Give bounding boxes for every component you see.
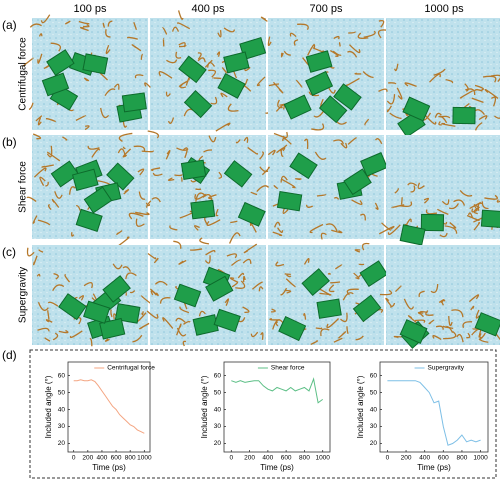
y-tick-label: 40 [58, 406, 66, 413]
fiber [355, 73, 361, 74]
x-tick-label: 1000 [473, 455, 488, 462]
water [150, 18, 266, 130]
x-tick-label: 600 [111, 455, 122, 462]
plot-frame [224, 362, 330, 452]
legend-label: Centrifugal force [107, 365, 155, 372]
y-tick-label: 30 [58, 423, 66, 430]
panel-letter: (c) [2, 245, 16, 259]
x-tick-label: 0 [386, 455, 390, 462]
data-line [387, 381, 480, 446]
y-tick-label: 40 [370, 406, 378, 413]
crystal [317, 299, 341, 318]
fiber [330, 282, 340, 283]
y-axis-label: Included angle (°) [44, 375, 53, 438]
x-tick-label: 400 [262, 455, 273, 462]
x-tick-label: 600 [438, 455, 449, 462]
y-tick-label: 50 [214, 389, 222, 396]
fiber [316, 328, 322, 329]
fiber [181, 177, 182, 181]
y-tick-label: 20 [370, 440, 378, 447]
crystal [453, 107, 475, 123]
y-tick-label: 60 [370, 372, 378, 379]
fiber [328, 273, 330, 274]
crystal [191, 200, 215, 219]
panel-letter: (d) [2, 348, 17, 362]
crystal [277, 192, 301, 211]
water [268, 135, 384, 239]
y-tick-label: 40 [214, 406, 222, 413]
snapshot [257, 132, 387, 239]
x-tick-label: 800 [299, 455, 310, 462]
snapshot [142, 131, 269, 244]
panel-letter: (b) [2, 135, 17, 149]
column-header: 700 ps [309, 3, 343, 15]
y-tick-label: 20 [58, 440, 66, 447]
y-tick-label: 60 [214, 372, 222, 379]
crystal [481, 210, 500, 227]
y-tick-label: 50 [370, 389, 378, 396]
row-label: Shear force [18, 161, 29, 213]
x-axis-label: Time (ps) [92, 463, 126, 472]
x-tick-label: 200 [82, 455, 93, 462]
y-tick-label: 30 [214, 423, 222, 430]
fiber [296, 179, 302, 180]
x-tick-label: 1000 [137, 455, 152, 462]
x-tick-label: 800 [125, 455, 136, 462]
x-tick-label: 0 [229, 455, 233, 462]
snapshot [147, 241, 266, 346]
crystal [181, 160, 205, 179]
plot-frame [380, 362, 488, 452]
legend-label: Shear force [271, 365, 305, 372]
row-label: Supergravity [18, 267, 29, 323]
x-tick-label: 1000 [315, 455, 330, 462]
legend-label: Supergravity [428, 365, 465, 372]
y-tick-label: 30 [370, 423, 378, 430]
snapshot [268, 18, 388, 130]
x-axis-label: Time (ps) [417, 463, 451, 472]
column-header: 1000 ps [424, 3, 464, 15]
fiber [359, 264, 364, 265]
crystal [421, 214, 443, 230]
x-tick-label: 400 [419, 455, 430, 462]
snapshot [378, 18, 500, 137]
x-tick-label: 200 [244, 455, 255, 462]
snapshot [27, 133, 150, 245]
snapshot [145, 10, 276, 131]
x-tick-label: 400 [97, 455, 108, 462]
y-tick-label: 20 [214, 440, 222, 447]
y-tick-label: 50 [58, 389, 66, 396]
fiber [402, 197, 403, 204]
column-header: 400 ps [191, 3, 225, 15]
column-header: 100 ps [73, 3, 107, 15]
y-tick-label: 60 [58, 372, 66, 379]
snapshot [380, 245, 500, 348]
snapshot [23, 15, 148, 130]
fiber [340, 43, 341, 47]
y-axis-label: Included angle (°) [200, 375, 209, 438]
x-tick-label: 600 [281, 455, 292, 462]
snapshots [23, 10, 500, 348]
panel-letter: (a) [2, 18, 17, 32]
x-tick-label: 0 [72, 455, 76, 462]
x-axis-label: Time (ps) [260, 463, 294, 472]
snapshot [379, 135, 500, 245]
y-axis-label: Included angle (°) [356, 375, 365, 438]
crystal [122, 93, 146, 112]
row-label: Centrifugal force [18, 37, 29, 111]
plot-frame [68, 362, 150, 452]
snapshot [268, 244, 387, 345]
fiber [179, 10, 183, 19]
crystal [83, 54, 108, 74]
data-line [74, 380, 145, 434]
x-tick-label: 200 [401, 455, 412, 462]
snapshot [28, 245, 151, 346]
fiber [394, 337, 401, 338]
x-tick-label: 800 [457, 455, 468, 462]
data-line [231, 379, 322, 403]
